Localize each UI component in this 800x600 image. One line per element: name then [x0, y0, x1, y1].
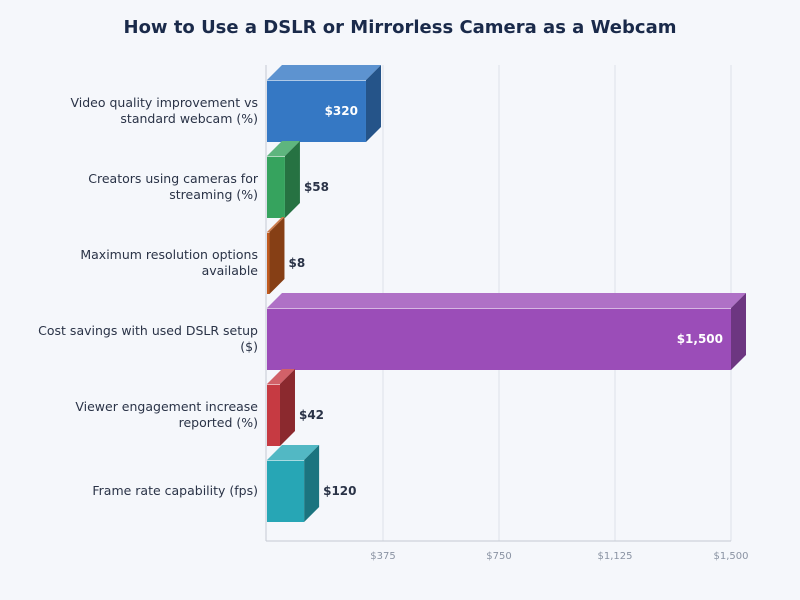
bar-top: [267, 217, 285, 232]
category-label: standard webcam (%): [120, 111, 258, 126]
category-label: Frame rate capability (fps): [92, 483, 258, 498]
x-tick-label: $375: [370, 551, 395, 562]
data-label: $58: [304, 180, 329, 194]
bar: [267, 384, 280, 446]
bar-side: [304, 445, 320, 522]
bar: [267, 460, 305, 522]
data-label: $1,500: [677, 332, 723, 346]
bar: [267, 156, 285, 218]
data-label: $120: [323, 484, 356, 498]
data-label: $320: [325, 104, 358, 118]
data-label: $8: [288, 256, 305, 270]
category-label: available: [202, 263, 259, 278]
bar-group: $320: [267, 65, 381, 142]
bar-side: [731, 293, 746, 370]
category-label: ($): [240, 339, 258, 354]
bar: [267, 232, 270, 294]
x-tick-label: $1,125: [598, 551, 633, 562]
bar-group: $120: [267, 445, 357, 522]
bar-side: [284, 141, 300, 218]
bar-group: $42: [267, 369, 324, 446]
bar-side: [365, 65, 381, 142]
bar-side: [279, 369, 295, 446]
category-label: Maximum resolution options: [80, 247, 258, 262]
bar-top: [267, 65, 381, 80]
chart-title: How to Use a DSLR or Mirrorless Camera a…: [123, 17, 677, 38]
bar-group: $1,500: [267, 293, 746, 370]
bar-top: [267, 369, 295, 384]
category-label: reported (%): [179, 415, 258, 430]
bar-top: [267, 445, 320, 460]
bar-side: [269, 217, 285, 294]
bar-group: $58: [267, 141, 329, 218]
category-label: Creators using cameras for: [88, 171, 259, 186]
bar: [267, 80, 366, 142]
x-tick-label: $750: [486, 551, 511, 562]
bar: [267, 308, 731, 370]
category-label: Cost savings with used DSLR setup: [38, 323, 258, 338]
category-label: Video quality improvement vs: [71, 95, 259, 110]
bar-group: $8: [267, 217, 305, 294]
category-label: Viewer engagement increase: [75, 399, 258, 414]
data-label: $42: [299, 408, 324, 422]
category-label: streaming (%): [169, 187, 258, 202]
bar-top: [267, 141, 300, 156]
bar-top: [267, 293, 746, 308]
x-tick-label: $1,500: [714, 551, 749, 562]
